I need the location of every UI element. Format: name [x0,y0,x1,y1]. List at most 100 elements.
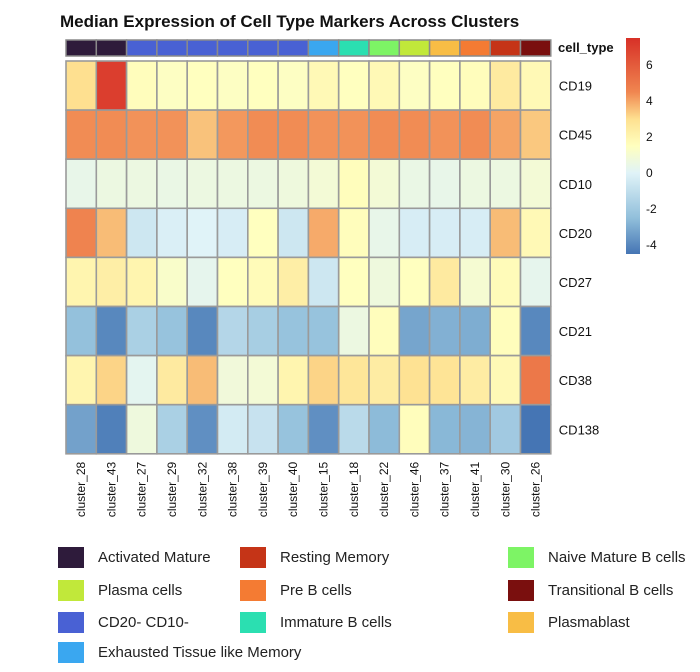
heatmap-cell-cd27-cluster-38 [216,256,249,308]
heatmap-cell-cd19-cluster-29 [156,60,188,111]
heatmap-cell-cd21-cluster-39 [247,305,279,357]
annotation-cell-cluster-39 [247,39,279,57]
heatmap-cell-cd19-cluster-38 [216,60,249,111]
column-label-cluster-22: cluster_22 [377,461,391,517]
heatmap-cell-cd27-cluster-43 [95,256,128,308]
heatmap-cell-cd45-cluster-40 [277,109,310,160]
heatmap-cell-cd10-cluster-43 [95,158,128,210]
heatmap-cell-cd21-cluster-38 [216,305,249,357]
heatmap-cell-cd21-cluster-40 [277,305,310,357]
heatmap-cell-cd45-cluster-39 [247,109,279,160]
heatmap-cell-cd20-cluster-32 [186,207,219,259]
column-label-cluster-28: cluster_28 [74,461,88,517]
heatmap-cell-cd27-cluster-46 [398,256,431,308]
cell-type-legend: Activated Mature Resting Memory Naive Matu… [58,547,686,663]
heatmap-cell-cd21-cluster-15 [307,305,340,357]
heatmap-cell-cd138-cluster-22 [368,403,401,455]
heatmap-cell-cd38-cluster-32 [186,354,219,406]
color-scale-gradient [626,38,640,254]
heatmap-cell-cd10-cluster-18 [337,158,370,210]
legend-label-exhausted-tissue-like-memory: Exhausted Tissue like Memory [98,644,302,661]
heatmap-cell-cd27-cluster-28 [65,256,98,308]
heatmap-cell-cd27-cluster-32 [186,256,219,308]
column-label-cluster-29: cluster_29 [165,461,179,517]
row-label-cd19: CD19 [559,79,592,94]
heatmap-cell-cd138-cluster-30 [489,403,522,455]
row-label-cd138: CD138 [559,422,599,437]
heatmap-cell-cd45-cluster-43 [95,109,128,160]
heatmap-cell-cd45-cluster-32 [186,109,219,160]
heatmap-cell-cd27-cluster-29 [156,256,188,308]
heatmap-cell-cd19-cluster-30 [489,60,522,111]
column-label-cluster-41: cluster_41 [468,461,482,517]
heatmap-cell-cd138-cluster-46 [398,403,431,455]
heatmap-cell-cd45-cluster-41 [459,109,491,160]
row-label-cd38: CD38 [559,373,592,388]
heatmap-cell-cd138-cluster-37 [428,403,461,455]
heatmap-cell-cd21-cluster-29 [156,305,188,357]
heatmap-cell-cd38-cluster-40 [277,354,310,406]
color-scale-bar: 6 4 2 0 -2 -4 [626,38,657,254]
legend-label-cd20-cd10: CD20- CD10- [98,614,189,631]
heatmap-cell-cd20-cluster-30 [489,207,522,259]
heatmap-cell-cd10-cluster-30 [489,158,522,210]
column-label-cluster-38: cluster_38 [226,461,240,517]
color-scale-tick-6: 6 [646,58,653,72]
heatmap-cell-cd20-cluster-26 [519,207,552,259]
annotation-cell-cluster-37 [428,39,461,57]
heatmap-cell-cd21-cluster-46 [398,305,431,357]
heatmap-cell-cd20-cluster-39 [247,207,279,259]
annotation-cell-cluster-26 [519,39,552,57]
annotation-cell-cluster-18 [337,39,370,57]
annotation-cell-cluster-41 [459,39,491,57]
heatmap-cell-cd20-cluster-28 [65,207,98,259]
heatmap-cell-cd21-cluster-32 [186,305,219,357]
column-label-cluster-39: cluster_39 [256,461,270,517]
heatmap-cell-cd10-cluster-27 [125,158,158,210]
legend-swatch-activated-mature [58,547,84,568]
heatmap-cell-cd27-cluster-37 [428,256,461,308]
column-label-cluster-37: cluster_37 [438,461,452,517]
heatmap-cell-cd45-cluster-46 [398,109,431,160]
heatmap-cell-cd19-cluster-26 [519,60,552,111]
heatmap-cell-cd20-cluster-27 [125,207,158,259]
annotation-cell-cluster-43 [95,39,128,57]
color-scale-tick-2: -2 [646,202,657,216]
heatmap-cell-cd19-cluster-15 [307,60,340,111]
row-label-cd10: CD10 [559,177,592,192]
heatmap-cell-cd10-cluster-28 [65,158,98,210]
heatmap-cell-cd19-cluster-32 [186,60,219,111]
heatmap-cell-cd20-cluster-43 [95,207,128,259]
heatmap-cell-cd138-cluster-29 [156,403,188,455]
legend-swatch-resting-memory [240,547,266,568]
heatmap-cell-cd21-cluster-30 [489,305,522,357]
heatmap-cell-cd38-cluster-39 [247,354,279,406]
legend-label-resting-memory: Resting Memory [280,549,390,566]
heatmap-cell-cd10-cluster-29 [156,158,188,210]
heatmap-cell-cd38-cluster-43 [95,354,128,406]
legend-label-naive-mature-b-cells: Naive Mature B cells [548,549,686,566]
heatmap-cell-cd19-cluster-39 [247,60,279,111]
legend-swatch-cd20-cd10 [58,612,84,633]
heatmap-cell-cd45-cluster-30 [489,109,522,160]
heatmap-cell-cd38-cluster-22 [368,354,401,406]
heatmap-cell-cd19-cluster-43 [95,60,128,111]
heatmap-cell-cd20-cluster-29 [156,207,188,259]
color-scale-tick-4: 4 [646,94,653,108]
row-label-cd45: CD45 [559,128,592,143]
heatmap-cell-cd138-cluster-43 [95,403,128,455]
heatmap-cell-cd21-cluster-27 [125,305,158,357]
column-label-cluster-30: cluster_30 [498,461,512,517]
heatmap-cell-cd21-cluster-37 [428,305,461,357]
legend-label-pre-b-cells: Pre B cells [280,582,352,599]
cell-type-annotation-bar [65,39,552,57]
heatmap-cell-cd10-cluster-39 [247,158,279,210]
heatmap-cell-cd38-cluster-46 [398,354,431,406]
heatmap-cells [65,60,552,455]
heatmap-cell-cd19-cluster-41 [459,60,491,111]
column-label-cluster-46: cluster_46 [407,461,421,517]
heatmap-cell-cd38-cluster-30 [489,354,522,406]
heatmap-cell-cd27-cluster-18 [337,256,370,308]
heatmap-cell-cd20-cluster-46 [398,207,431,259]
row-labels: CD19 CD45 CD10 CD20 CD27 CD21 CD38 CD138 [559,79,599,438]
